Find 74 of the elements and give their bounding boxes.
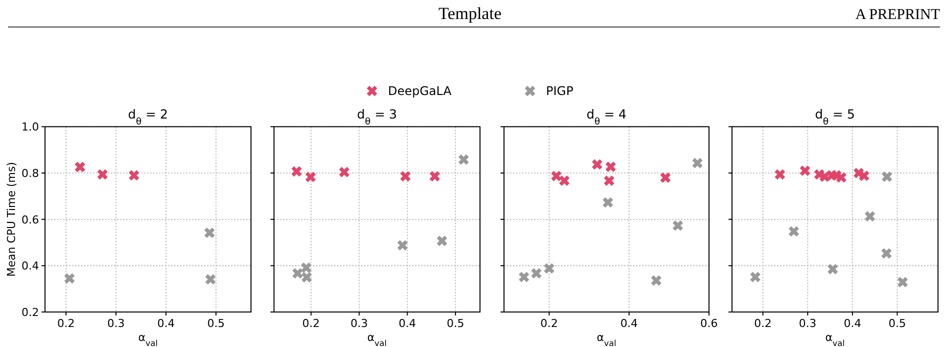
x-tick-label: 0.4 bbox=[157, 317, 175, 330]
point bbox=[204, 228, 215, 238]
point bbox=[531, 268, 542, 279]
point bbox=[339, 166, 350, 178]
x-tick-label: 0.2 bbox=[57, 317, 75, 330]
point bbox=[788, 226, 799, 237]
point bbox=[397, 240, 408, 250]
chart-title: d$_{θ}$ = 2 bbox=[128, 106, 168, 128]
point bbox=[882, 172, 892, 182]
point bbox=[205, 274, 216, 285]
point bbox=[64, 273, 75, 284]
point bbox=[592, 159, 602, 170]
point bbox=[128, 170, 140, 181]
point bbox=[864, 211, 876, 222]
point bbox=[544, 263, 554, 274]
y-tick-label: 0.4 bbox=[22, 260, 39, 273]
point bbox=[660, 172, 671, 183]
x-axis-title: α$_{val}$ bbox=[367, 331, 387, 347]
chart-title: d$_{θ}$ = 5 bbox=[814, 106, 856, 128]
point bbox=[828, 264, 838, 274]
y-tick-label: 1.0 bbox=[22, 120, 39, 134]
point bbox=[436, 236, 448, 246]
x-axis-title: α$_{val}$ bbox=[596, 331, 616, 347]
y-tick-label: 0.2 bbox=[22, 306, 39, 319]
legend-label: PIGP bbox=[546, 84, 574, 98]
x-tick-label: 0.6 bbox=[700, 317, 718, 330]
point bbox=[305, 172, 316, 182]
point bbox=[458, 154, 469, 165]
point bbox=[430, 171, 440, 182]
y-axis-title: Mean CPU Time (ms) bbox=[5, 162, 18, 277]
point bbox=[692, 158, 703, 168]
x-tick-label: 0.5 bbox=[888, 317, 906, 330]
x-tick-label: 0.2 bbox=[540, 317, 558, 330]
point bbox=[602, 197, 614, 208]
y-tick-label: 0.6 bbox=[22, 213, 39, 226]
y-tick-label: 0.8 bbox=[22, 167, 39, 180]
chart-title: d$_{θ}$ = 3 bbox=[356, 106, 398, 128]
point bbox=[858, 170, 870, 182]
x-tick-label: 0.3 bbox=[107, 317, 125, 330]
x-axis-title: α$_{val}$ bbox=[138, 331, 158, 347]
x-tick-label: 0.2 bbox=[754, 317, 772, 330]
point bbox=[750, 272, 760, 282]
x-tick-label: 0.5 bbox=[446, 317, 464, 330]
point bbox=[559, 175, 570, 186]
x-tick-label: 0.4 bbox=[620, 317, 638, 330]
x-tick-label: 0.2 bbox=[302, 317, 320, 330]
point bbox=[292, 268, 303, 279]
point bbox=[800, 166, 810, 176]
x-tick-label: 0.5 bbox=[207, 317, 225, 330]
point bbox=[604, 175, 614, 186]
point bbox=[672, 220, 684, 231]
point bbox=[605, 162, 616, 172]
point bbox=[518, 272, 530, 282]
text: Template bbox=[438, 4, 502, 23]
x-tick-label: 0.3 bbox=[350, 317, 368, 330]
x-tick-label: 0.3 bbox=[798, 317, 816, 330]
x-axis-title: α$_{val}$ bbox=[825, 331, 845, 347]
point bbox=[881, 248, 892, 259]
text: A PREPRINT bbox=[855, 7, 940, 23]
point bbox=[291, 166, 302, 177]
point bbox=[301, 262, 312, 273]
point bbox=[400, 171, 411, 182]
chart-title: d$_{θ}$ = 4 bbox=[586, 106, 627, 128]
legend-label: DeepGaLA bbox=[388, 84, 452, 98]
point bbox=[74, 162, 86, 172]
x-tick-label: 0.4 bbox=[844, 317, 862, 330]
x-tick-label: 0.4 bbox=[398, 317, 416, 330]
point bbox=[774, 169, 786, 180]
point bbox=[897, 276, 908, 288]
point bbox=[836, 172, 846, 183]
point bbox=[651, 275, 662, 286]
point bbox=[302, 272, 312, 282]
point bbox=[551, 170, 562, 182]
point bbox=[97, 169, 108, 180]
